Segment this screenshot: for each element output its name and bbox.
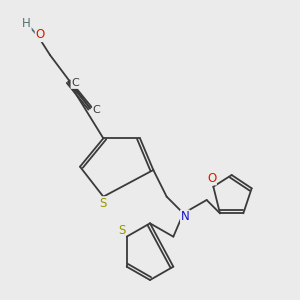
Text: S: S xyxy=(100,197,107,210)
Text: O: O xyxy=(207,172,216,185)
Text: O: O xyxy=(35,28,45,41)
Text: N: N xyxy=(181,210,189,223)
Text: H: H xyxy=(22,17,31,30)
Text: C: C xyxy=(71,78,79,88)
Text: C: C xyxy=(93,105,101,115)
Text: S: S xyxy=(118,224,125,236)
